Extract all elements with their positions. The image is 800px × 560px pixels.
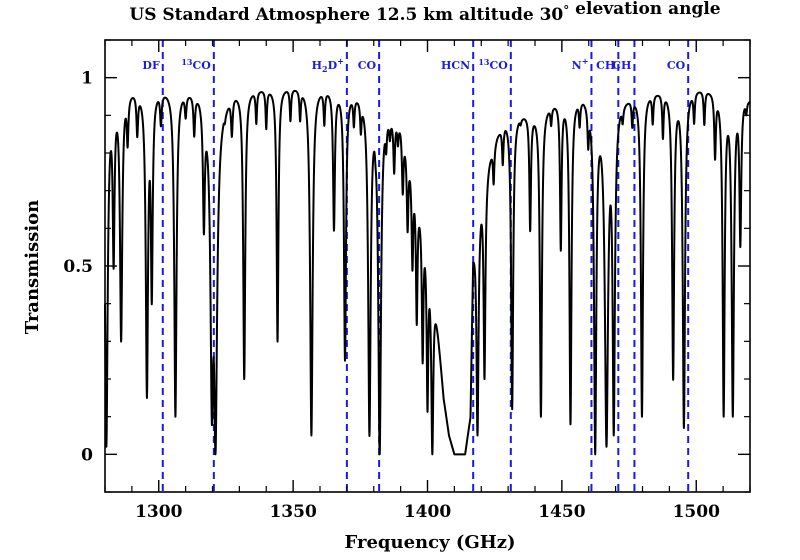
marker-label: 13CO <box>181 57 211 72</box>
marker-label: 13CO <box>478 57 508 72</box>
y-tick-label: 1 <box>81 69 93 89</box>
y-tick-label: 0 <box>81 445 93 465</box>
chart-title: US Standard Atmosphere 12.5 km altitude … <box>129 0 720 25</box>
marker-label: DF <box>142 59 160 72</box>
marker-label: CO <box>667 59 686 72</box>
axis-ticks: 1300 1350 1400 1450 1500 0 0.5 1 <box>63 39 751 522</box>
plot-frame <box>104 39 751 493</box>
y-axis-label: Transmission <box>22 200 43 335</box>
marker-label: CH <box>596 59 615 72</box>
marker-label: HCN <box>441 59 470 72</box>
x-tick-label: 1500 <box>673 502 720 522</box>
x-tick-label: 1350 <box>269 502 316 522</box>
transmission-trace <box>104 89 751 456</box>
marker-label: CO <box>358 59 377 72</box>
x-tick-label: 1300 <box>135 502 182 522</box>
x-tick-label: 1400 <box>404 502 451 522</box>
transmission-trace-group <box>104 89 751 456</box>
x-axis-label: Frequency (GHz) <box>345 532 516 553</box>
marker-label: H2D+ <box>312 56 344 74</box>
marker-label: N+ <box>572 56 589 72</box>
x-tick-label: 1450 <box>538 502 585 522</box>
marker-label: CH <box>612 59 631 72</box>
y-tick-label: 0.5 <box>63 257 93 277</box>
